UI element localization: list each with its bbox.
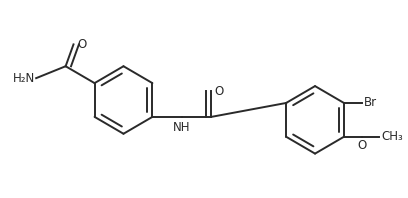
Text: Br: Br xyxy=(364,96,377,109)
Text: O: O xyxy=(78,38,86,51)
Text: H₂N: H₂N xyxy=(13,72,35,85)
Text: CH₃: CH₃ xyxy=(381,130,403,143)
Text: O: O xyxy=(357,139,366,152)
Text: NH: NH xyxy=(173,121,191,134)
Text: O: O xyxy=(214,85,224,98)
